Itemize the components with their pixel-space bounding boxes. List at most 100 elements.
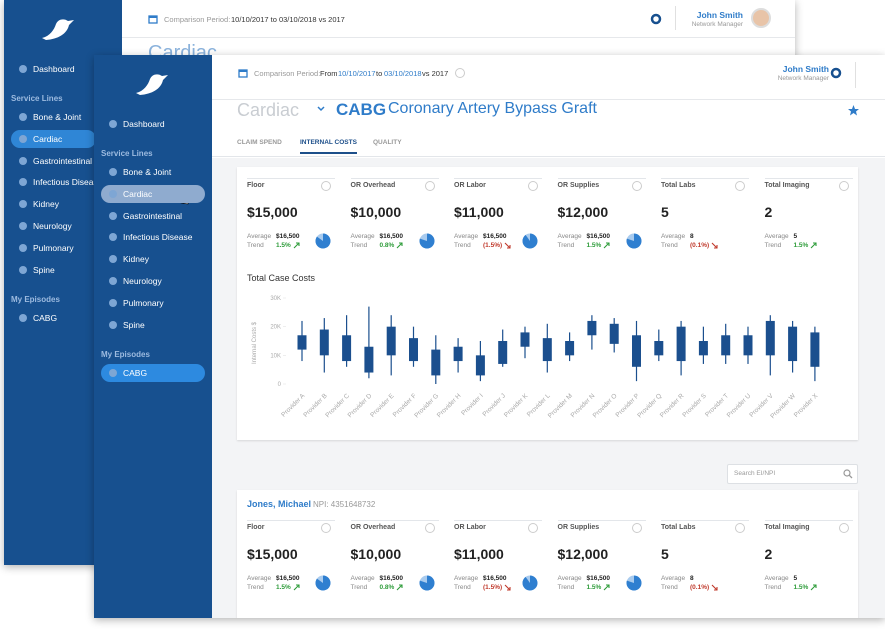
nav-item[interactable]: Infectious Disease [101, 228, 205, 246]
box [587, 320, 597, 336]
nav-icon [109, 369, 117, 377]
nav-item[interactable]: Neurology [11, 217, 96, 235]
metric-value: $10,000 [350, 204, 402, 220]
trend-arrow [603, 242, 610, 249]
nav-icon [109, 255, 117, 264]
metric-value: 2 [764, 546, 773, 562]
nav-item[interactable]: Kidney [11, 195, 96, 213]
trend-arrow [711, 584, 718, 591]
avatar[interactable] [751, 8, 771, 28]
nav-item[interactable]: Bone & Joint [101, 163, 205, 181]
info-icon[interactable] [528, 523, 538, 533]
trend-arrow [603, 584, 610, 591]
chevron[interactable] [317, 105, 325, 113]
average-label: Average [454, 233, 479, 240]
info-icon[interactable] [424, 181, 435, 191]
end-date[interactable]: 03/10/2018 [384, 69, 422, 78]
nav-icon [109, 277, 117, 285]
settings-icon[interactable] [650, 13, 662, 25]
search-placeholder: Search EI/NPI [734, 470, 776, 477]
box [609, 323, 619, 344]
nav-item[interactable]: Kidney [101, 250, 205, 268]
nav-item[interactable]: Pulmonary [101, 294, 205, 312]
nav-item[interactable]: Pulmonary [11, 239, 96, 257]
metric-rule [764, 520, 853, 521]
info-icon[interactable] [321, 523, 331, 533]
trend-arrow [504, 242, 511, 249]
trend-label: Trend [350, 242, 368, 249]
metric-rule [454, 178, 542, 179]
metric-value: 5 [661, 204, 669, 220]
nav-label: Neurology [123, 276, 162, 286]
metric-label: Total Labs [661, 182, 696, 189]
nav-item[interactable]: Bone & Joint [11, 108, 96, 126]
to-label: to [376, 69, 383, 78]
sidebar: Dashboard Service Lines Bone & Joint Cardia… [94, 55, 212, 618]
metric-rule [557, 178, 646, 179]
search-icon[interactable] [843, 469, 853, 479]
nav-item[interactable]: Cardiac [101, 184, 205, 203]
breadcrumb-parent[interactable]: Cardiac [237, 100, 300, 120]
nav-item[interactable]: Cardiac [11, 129, 96, 148]
metric-rule [454, 520, 542, 521]
nav-item[interactable]: Neurology [101, 272, 205, 290]
trend-label: Trend [557, 584, 575, 591]
pie-slice [626, 575, 641, 591]
metric-rule [661, 520, 749, 521]
tab[interactable]: CLAIM SPEND [237, 139, 282, 146]
pie-slice [626, 233, 641, 249]
provider-name[interactable]: Jones, Michael [247, 499, 312, 509]
nav-label: Pulmonary [33, 242, 74, 253]
average-label: Average [557, 575, 582, 582]
nav-item[interactable]: CABG [11, 309, 96, 327]
episode-code: CABG [336, 100, 387, 119]
settings-icon[interactable] [830, 67, 842, 79]
metric-value: $12,000 [557, 204, 609, 220]
nav-heading: My Episodes [11, 295, 60, 304]
average-value: $16,500 [379, 575, 404, 582]
tab[interactable]: INTERNAL COSTS [300, 139, 357, 154]
info-icon[interactable] [631, 523, 642, 533]
tab[interactable]: QUALITY [373, 139, 402, 146]
info-icon[interactable] [735, 181, 745, 191]
metric-value: $12,000 [557, 546, 609, 562]
info-icon[interactable] [735, 523, 745, 533]
nav-item[interactable]: Gastrointestinal [11, 152, 96, 170]
nav-item[interactable]: Dashboard [101, 115, 205, 133]
x-tick-label: Provider W [769, 392, 797, 420]
metric-value: 5 [661, 546, 669, 562]
average-value: $16,500 [276, 575, 300, 582]
favorite-star[interactable] [848, 105, 859, 116]
metric-value: $15,000 [247, 546, 298, 562]
episode-name: Coronary Artery Bypass Graft [388, 100, 597, 117]
info-icon[interactable] [528, 181, 538, 191]
info-icon[interactable] [631, 181, 642, 191]
nav-item[interactable]: Gastrointestinal [101, 207, 205, 225]
box [409, 338, 418, 362]
box [364, 346, 374, 373]
trend-label: Trend [661, 584, 678, 591]
info-icon[interactable] [838, 523, 849, 533]
metric-label: OR Labor [454, 524, 486, 531]
info-icon[interactable] [424, 523, 435, 533]
nav-item[interactable]: CABG [101, 364, 205, 382]
nav-item[interactable]: Dashboard [11, 60, 115, 78]
info-icon[interactable] [455, 68, 465, 78]
nav-item[interactable]: Spine [101, 316, 205, 334]
start-date[interactable]: 10/10/2017 [338, 69, 376, 78]
share-pie [522, 233, 538, 249]
divider [855, 62, 856, 88]
nav-item[interactable]: Infectious Disease [11, 173, 102, 191]
box [698, 341, 708, 356]
metric-value: $11,000 [454, 204, 504, 220]
nav-label: Dashboard [33, 64, 75, 74]
search-box[interactable]: Search EI/NPI [727, 464, 858, 484]
trend-arrow [504, 584, 511, 591]
info-icon[interactable] [838, 181, 849, 191]
nav-icon [109, 298, 117, 307]
info-icon[interactable] [321, 181, 331, 191]
trend-arrow [293, 584, 300, 591]
nav-item[interactable]: Spine [11, 261, 96, 279]
pie-slice [419, 233, 434, 249]
trend-value: 0.8% [379, 584, 395, 591]
